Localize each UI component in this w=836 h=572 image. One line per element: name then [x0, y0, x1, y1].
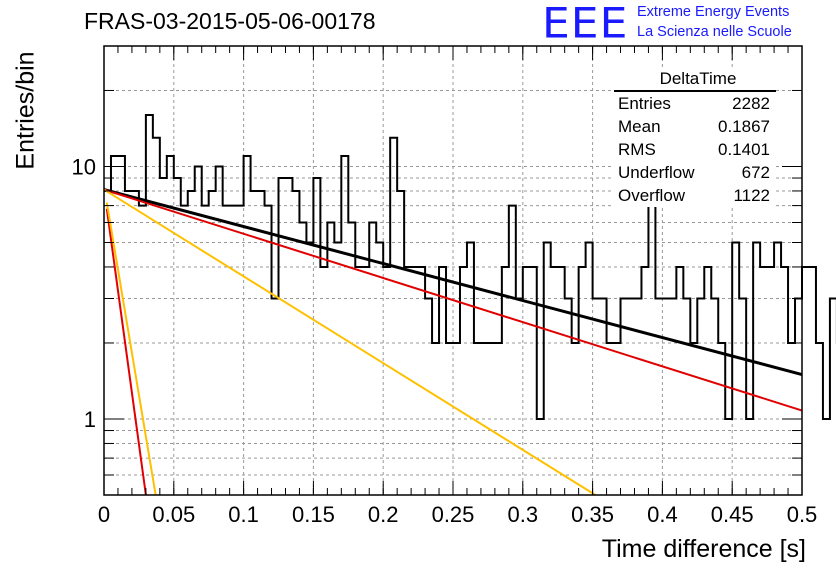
logo-line-2: La Scienza nelle Scuole [637, 24, 792, 40]
stats-row-mean: Mean 0.1867 [614, 115, 776, 138]
fit-line [103, 188, 803, 376]
fit-line [105, 202, 157, 496]
stats-key: RMS [618, 140, 656, 159]
x-tick-label: 0.3 [508, 502, 539, 527]
x-tick-label: 0.15 [292, 502, 335, 527]
run-title: FRAS-03-2015-05-06-00178 [84, 8, 376, 34]
fit-line [103, 188, 803, 412]
x-tick-label: 0.5 [787, 502, 818, 527]
fit-line [105, 208, 147, 496]
fit-curves [103, 188, 803, 496]
histogram-outline [104, 113, 836, 420]
stats-value: 1122 [733, 186, 770, 205]
x-tick-label: 0.1 [228, 502, 259, 527]
stats-row-underflow: Underflow 672 [614, 161, 776, 184]
y-tick-label: 10 [72, 154, 96, 179]
x-tick-label: 0 [98, 502, 110, 527]
stats-title: DeltaTime [614, 68, 776, 92]
stats-key: Entries [618, 94, 671, 113]
stats-value: 0.1867 [718, 117, 770, 136]
fit-line [103, 188, 596, 496]
x-axis-label: Time difference [s] [601, 535, 806, 563]
x-tick-label: 0.4 [647, 502, 678, 527]
stats-box: DeltaTime Entries 2282 Mean 0.1867 RMS 0… [614, 68, 776, 207]
stats-key: Underflow [618, 163, 695, 182]
x-tick-label: 0.25 [432, 502, 475, 527]
stats-row-rms: RMS 0.1401 [614, 138, 776, 161]
x-tick-label: 0.45 [711, 502, 754, 527]
eee-logo: EEE [542, 0, 629, 48]
x-tick-label: 0.2 [368, 502, 399, 527]
histogram [104, 113, 836, 420]
x-tick-label: 0.05 [152, 502, 195, 527]
axes: 0 0.05 0.1 0.15 0.2 0.25 0.3 0.35 0.4 0.45 0.5 1 10 [72, 45, 818, 527]
y-axis-label: Entries/bin [11, 51, 40, 170]
stats-value: 0.1401 [718, 140, 770, 159]
y-tick-label: 1 [84, 407, 96, 432]
stats-key: Overflow [618, 186, 686, 205]
stats-value: 672 [741, 163, 770, 182]
logo-line-1: Extreme Energy Events [637, 4, 790, 20]
stats-row-entries: Entries 2282 [614, 92, 776, 115]
x-tick-label: 0.35 [571, 502, 614, 527]
stats-key: Mean [618, 117, 661, 136]
stats-row-overflow: Overflow 1122 [614, 184, 776, 207]
stats-value: 2282 [732, 94, 770, 113]
